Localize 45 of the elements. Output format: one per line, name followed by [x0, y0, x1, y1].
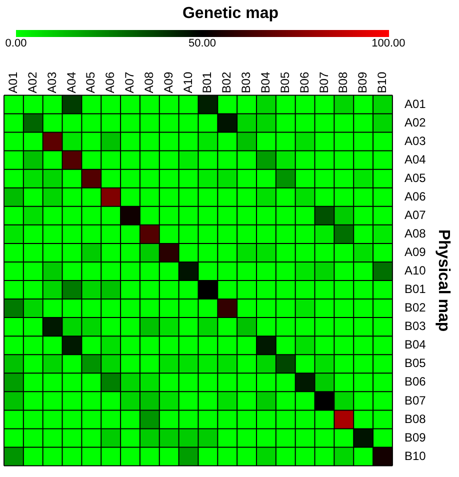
color-bar-label: 50.00: [188, 38, 216, 50]
chart-title: Genetic map: [182, 5, 279, 22]
x-tick-label: A01: [6, 72, 20, 94]
color-bar-label: 100.00: [372, 38, 406, 50]
y-tick-label: A02: [404, 115, 426, 130]
y-tick-label: A06: [404, 189, 426, 204]
x-tick-label: A09: [161, 72, 176, 94]
y-tick-label: B06: [404, 374, 426, 389]
x-tick-label: A07: [122, 72, 137, 94]
x-tick-label: B07: [316, 72, 331, 94]
y-tick-label: A05: [404, 170, 426, 185]
x-tick-label: B06: [297, 72, 312, 94]
x-tick-label: B10: [375, 72, 390, 94]
x-tick-label: B01: [200, 72, 214, 94]
x-tick-label: A02: [25, 72, 40, 94]
x-tick-label: B03: [239, 72, 254, 94]
y-tick-label: A04: [404, 152, 426, 166]
y-tick-label: A10: [404, 264, 426, 278]
x-tick-label: A04: [64, 72, 78, 94]
y-tick-label: B04: [404, 338, 426, 352]
x-tick-label: A06: [103, 72, 118, 94]
y-tick-label: A08: [404, 226, 426, 240]
y-tick-label: B03: [404, 319, 426, 334]
y-tick-label: A01: [404, 96, 426, 111]
y-tick-label: B01: [404, 282, 426, 296]
x-tick-label: A10: [180, 72, 195, 94]
y-tick-label: B08: [404, 412, 426, 426]
x-tick-label: A08: [142, 72, 156, 94]
x-tick-label: A03: [44, 72, 59, 94]
y-tick-label: B09: [404, 430, 426, 444]
x-tick-label: B05: [278, 72, 292, 94]
x-tick-label: B08: [336, 72, 350, 94]
x-tick-label: A05: [84, 72, 98, 94]
y-tick-label: A09: [404, 245, 426, 260]
x-tick-label: B09: [356, 72, 370, 94]
y-tick-label: B07: [404, 393, 426, 408]
y-axis-title: Physical map: [434, 229, 452, 332]
y-tick-label: B02: [404, 300, 426, 315]
y-tick-label: B10: [404, 448, 426, 463]
y-tick-label: B05: [404, 356, 426, 370]
x-tick-label: B04: [258, 72, 273, 94]
x-tick-label: B02: [220, 72, 234, 94]
y-tick-label: A03: [404, 134, 426, 148]
color-bar-label: 0.00: [5, 38, 27, 50]
y-tick-label: A07: [404, 208, 426, 222]
